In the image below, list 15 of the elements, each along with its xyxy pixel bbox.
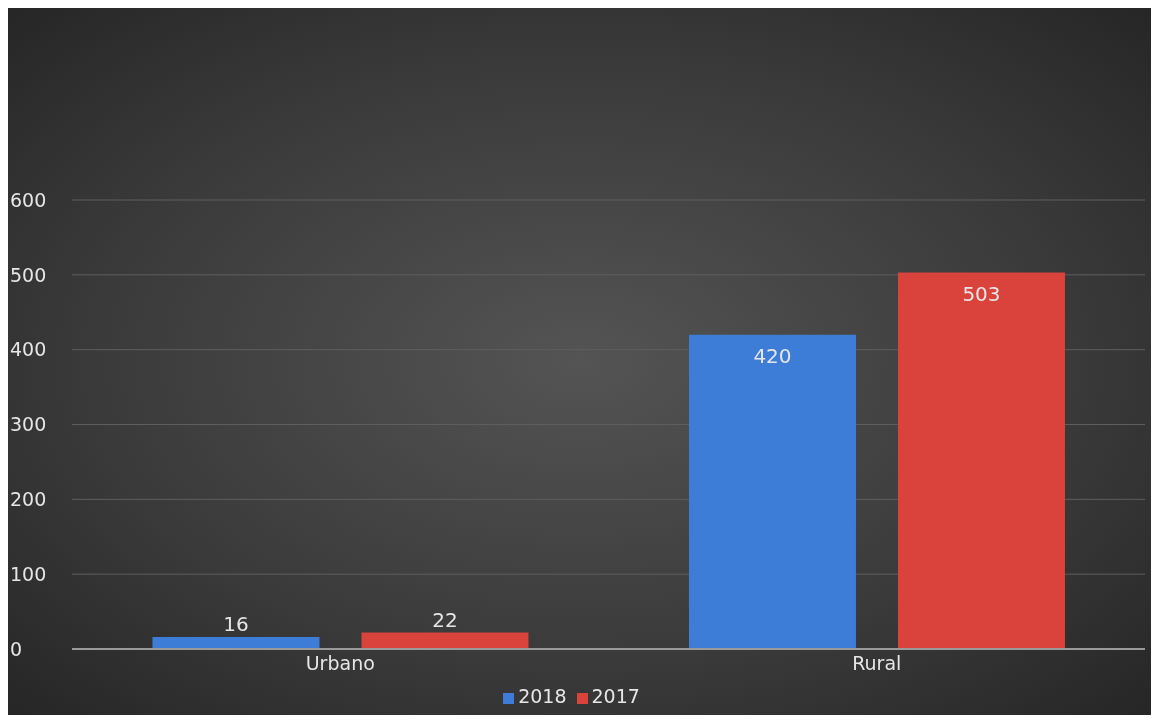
legend-label: 2018	[518, 685, 567, 707]
y-tick-label: 500	[10, 263, 47, 286]
data-label: 503	[962, 281, 1001, 306]
legend-label: 2017	[591, 685, 640, 707]
y-tick-label: 0	[10, 637, 23, 660]
data-label: 420	[753, 343, 792, 368]
x-tick-label: Urbano	[305, 652, 375, 675]
x-tick-label: Rural	[852, 652, 902, 675]
data-label: 22	[432, 607, 458, 632]
y-tick-label: 400	[10, 338, 47, 361]
data-label: 16	[223, 612, 249, 637]
y-tick-label: 300	[10, 413, 47, 436]
y-tick-label: 100	[10, 562, 47, 585]
y-tick-label: 600	[10, 188, 47, 211]
y-tick-label: 200	[10, 488, 47, 511]
